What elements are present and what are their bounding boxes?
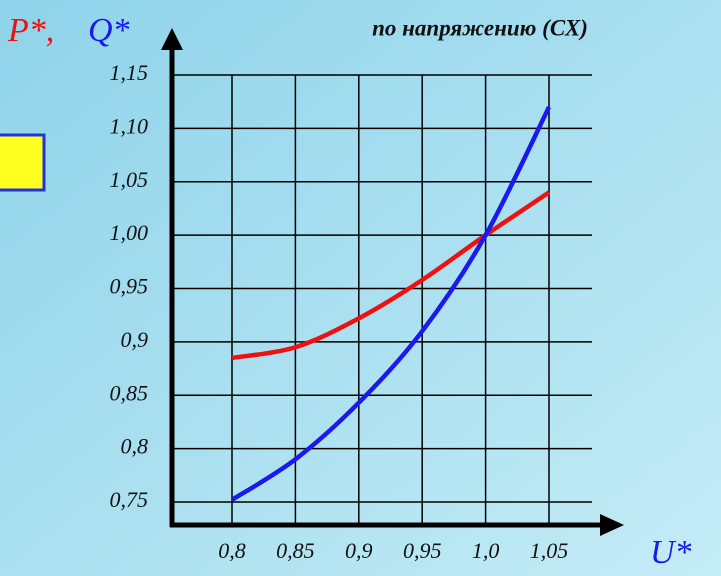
x-tick-label: 1,0	[472, 538, 500, 563]
x-tick-label: 0,95	[403, 538, 442, 563]
page: {"chart_data": { "type": "line", "title"…	[0, 0, 721, 576]
y-tick-label: 1,00	[110, 220, 149, 245]
chart: по напряжению (СХ) P*, Q* U* 0,75 0,8 0,85…	[0, 0, 721, 576]
x-tick-label: 0,9	[345, 538, 373, 563]
chart-title: по напряжению (СХ)	[372, 15, 588, 40]
y-axis-label-p: P*,	[7, 12, 54, 49]
y-tick-label: 0,75	[110, 487, 149, 512]
y-tick-label: 0,8	[121, 434, 149, 459]
y-tick-label: 0,85	[110, 380, 149, 405]
x-tick-label: 0,8	[218, 538, 246, 563]
y-tick-label: 0,9	[121, 327, 149, 352]
x-tick-label: 0,85	[276, 538, 315, 563]
x-axis-label: U*	[650, 534, 692, 571]
y-tick-label: 0,95	[110, 274, 149, 299]
y-axis-label-q: Q*	[88, 12, 130, 49]
y-tick-label: 1,10	[110, 113, 149, 138]
y-tick-label: 1,05	[110, 167, 149, 192]
y-tick-label: 1,15	[110, 60, 149, 85]
x-tick-label: 1,05	[530, 538, 569, 563]
yellow-box	[0, 135, 44, 190]
